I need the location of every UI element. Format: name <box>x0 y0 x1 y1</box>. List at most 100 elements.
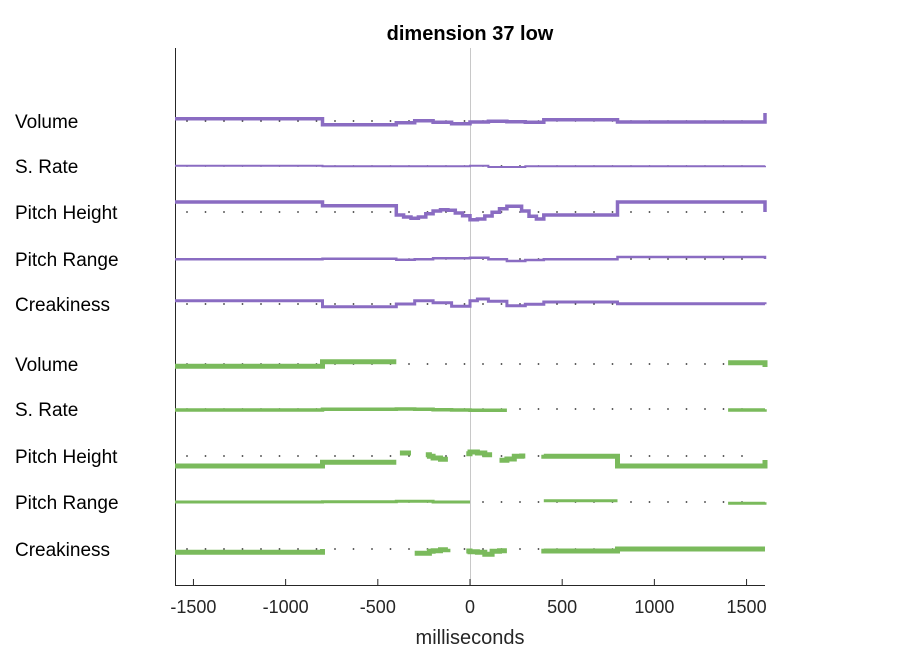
baseline-dot <box>260 455 262 457</box>
baseline-dot <box>667 363 669 365</box>
baseline-dot <box>630 455 632 457</box>
x-ticks: -1500 -1000 -500 0 500 1000 1500 <box>170 579 767 617</box>
baseline-dot <box>445 363 447 365</box>
baseline-dot <box>223 211 225 213</box>
baseline-dot <box>630 363 632 365</box>
baseline-dot <box>574 303 577 305</box>
baseline-dot <box>334 548 336 550</box>
baseline-dot <box>519 363 521 365</box>
baseline-dot <box>334 120 336 122</box>
baseline-dot <box>537 211 540 213</box>
baseline-dot <box>704 408 706 410</box>
baseline-dot <box>223 303 225 305</box>
baseline-dot <box>389 548 392 550</box>
baseline-dot <box>389 303 392 305</box>
baseline-dot <box>556 211 558 213</box>
row-label: S. Rate <box>15 157 78 178</box>
baseline-dot <box>722 211 725 213</box>
baseline-dot <box>685 408 688 410</box>
baseline-dot <box>389 120 392 122</box>
baseline-dot <box>648 258 651 260</box>
baseline-dot <box>241 120 244 122</box>
baseline-dot <box>223 548 225 550</box>
baseline-dot <box>630 408 632 410</box>
baseline-dot <box>278 120 281 122</box>
baseline-dot <box>315 211 318 213</box>
baseline-dot <box>704 258 706 260</box>
baseline-dot <box>315 548 318 550</box>
row-label: Pitch Range <box>15 493 119 514</box>
baseline-dot <box>463 303 466 305</box>
series-layer <box>175 113 768 557</box>
plot-area: Volume S. Rate Pitch Height Pitch Range Crea… <box>15 48 768 617</box>
baseline-dot <box>519 548 521 550</box>
row-label: Pitch Range <box>15 250 119 271</box>
baseline-dot <box>389 211 392 213</box>
series-line <box>175 164 766 168</box>
baseline-dot <box>371 548 373 550</box>
baseline-dot <box>667 501 669 503</box>
baseline-dot <box>389 455 392 457</box>
baseline-dot <box>556 303 558 305</box>
baseline-dot <box>482 211 484 213</box>
baseline-dot <box>204 211 207 213</box>
baseline-dot <box>278 548 281 550</box>
baseline-dot <box>371 120 373 122</box>
baseline-dot <box>685 211 688 213</box>
series-line <box>175 449 768 469</box>
baseline-dot <box>519 501 521 503</box>
baseline-dot <box>352 303 355 305</box>
baseline-dot <box>611 303 614 305</box>
baseline-dot <box>500 363 503 365</box>
x-tick-label: -500 <box>360 597 396 617</box>
baseline-dot <box>611 363 614 365</box>
baseline-dot <box>204 303 207 305</box>
baseline-dot <box>352 120 355 122</box>
baseline-dot <box>204 455 207 457</box>
baseline-dot <box>463 120 466 122</box>
baseline-dot <box>408 363 410 365</box>
baseline-dot <box>445 455 447 457</box>
baseline-dot <box>371 455 373 457</box>
baseline-dot <box>426 363 429 365</box>
baseline-dot <box>556 363 558 365</box>
series-line <box>175 113 767 127</box>
baseline-dot <box>574 363 577 365</box>
baseline-dot <box>463 455 466 457</box>
x-axis-label: milliseconds <box>416 627 525 649</box>
baseline-dot <box>241 548 244 550</box>
series-line <box>175 499 767 505</box>
baseline-dot <box>334 211 336 213</box>
baseline-dot <box>260 211 262 213</box>
baseline-dot <box>648 211 651 213</box>
baseline-dot <box>648 363 651 365</box>
baseline-dot <box>260 548 262 550</box>
x-tick-label: 500 <box>547 597 577 617</box>
baseline-dot <box>722 501 725 503</box>
baseline-dot <box>241 211 244 213</box>
baseline-dot <box>297 211 299 213</box>
baseline-dot <box>722 408 725 410</box>
baseline-dot <box>334 303 336 305</box>
x-tick-label: 0 <box>465 597 475 617</box>
baseline-dot <box>722 363 725 365</box>
baseline-dot <box>186 211 188 213</box>
baseline-dot <box>315 120 318 122</box>
baseline-dot <box>685 501 688 503</box>
baseline-dot <box>685 363 688 365</box>
baseline-dot <box>593 211 595 213</box>
x-tick-label: 1500 <box>727 597 767 617</box>
series-line <box>175 407 767 413</box>
row-label: Volume <box>15 112 78 133</box>
baseline-dot <box>278 303 281 305</box>
baseline-dot <box>556 408 558 410</box>
baseline-dot <box>593 363 595 365</box>
baseline-dot <box>537 548 540 550</box>
baseline-dot <box>315 303 318 305</box>
baseline-dot <box>352 211 355 213</box>
baseline-dot <box>519 258 521 260</box>
baseline-dot <box>278 211 281 213</box>
baseline-dot <box>186 303 188 305</box>
series-line <box>175 255 767 263</box>
baseline-dot <box>648 501 651 503</box>
